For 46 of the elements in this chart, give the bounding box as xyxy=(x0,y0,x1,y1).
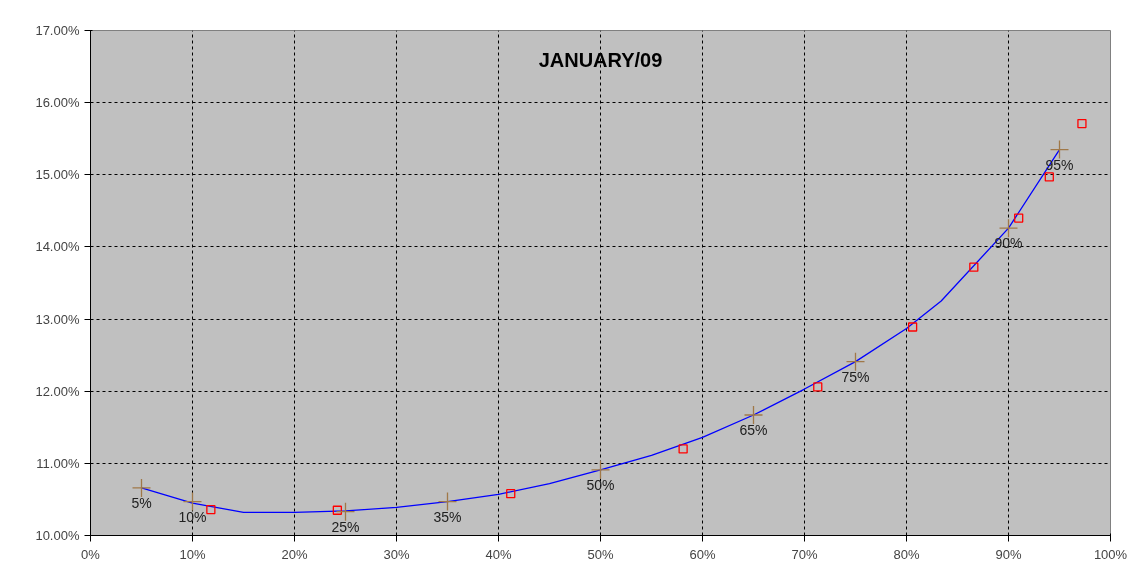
point xyxy=(1044,172,1054,182)
x-tick-label: 100% xyxy=(1093,546,1128,562)
point xyxy=(678,444,688,454)
annotation: 5% xyxy=(131,494,152,511)
point xyxy=(590,460,611,480)
y-tick-label: 12.00% xyxy=(35,383,80,399)
point xyxy=(907,322,918,332)
x-tick-label: 0% xyxy=(81,546,101,562)
x-tick-label: 10% xyxy=(179,546,206,562)
annotation: 10% xyxy=(178,508,207,525)
point xyxy=(969,262,979,272)
point xyxy=(1014,213,1024,223)
y-tick-label: 10.00% xyxy=(35,528,80,543)
x-tick-label: 90% xyxy=(995,546,1022,562)
x-tick-label: 50% xyxy=(587,546,614,562)
point xyxy=(1049,139,1070,160)
annotation: 65% xyxy=(739,422,768,439)
point xyxy=(206,504,216,515)
point xyxy=(332,505,342,515)
x-tick-label: 70% xyxy=(791,546,818,562)
y-tick-label: 15.00% xyxy=(35,167,80,183)
annotation: 25% xyxy=(331,518,360,535)
y-tick-label: 11.00% xyxy=(36,455,80,471)
point xyxy=(813,382,823,392)
point xyxy=(506,489,516,499)
point xyxy=(182,491,203,512)
point xyxy=(743,405,764,425)
annotation: 50% xyxy=(586,476,615,493)
point xyxy=(998,218,1019,238)
x-tick-label: 60% xyxy=(689,546,716,562)
point xyxy=(437,491,458,512)
x-tick-label: 80% xyxy=(893,546,920,562)
point xyxy=(845,351,866,372)
y-tick-label: 16.00% xyxy=(35,95,80,111)
y-tick-label: 17.00% xyxy=(35,23,80,38)
x-tick-label: 20% xyxy=(281,546,308,562)
text: JANUARY/09 xyxy=(538,48,663,71)
point xyxy=(1077,118,1087,129)
annotation: 75% xyxy=(841,368,870,385)
annotation: 35% xyxy=(433,508,462,525)
x-tick-label: 30% xyxy=(383,546,410,562)
y-tick-label: 13.00% xyxy=(35,311,80,327)
x-tick-label: 40% xyxy=(485,546,512,562)
point xyxy=(131,478,152,498)
y-tick-label: 14.00% xyxy=(35,239,80,255)
point xyxy=(335,502,356,522)
